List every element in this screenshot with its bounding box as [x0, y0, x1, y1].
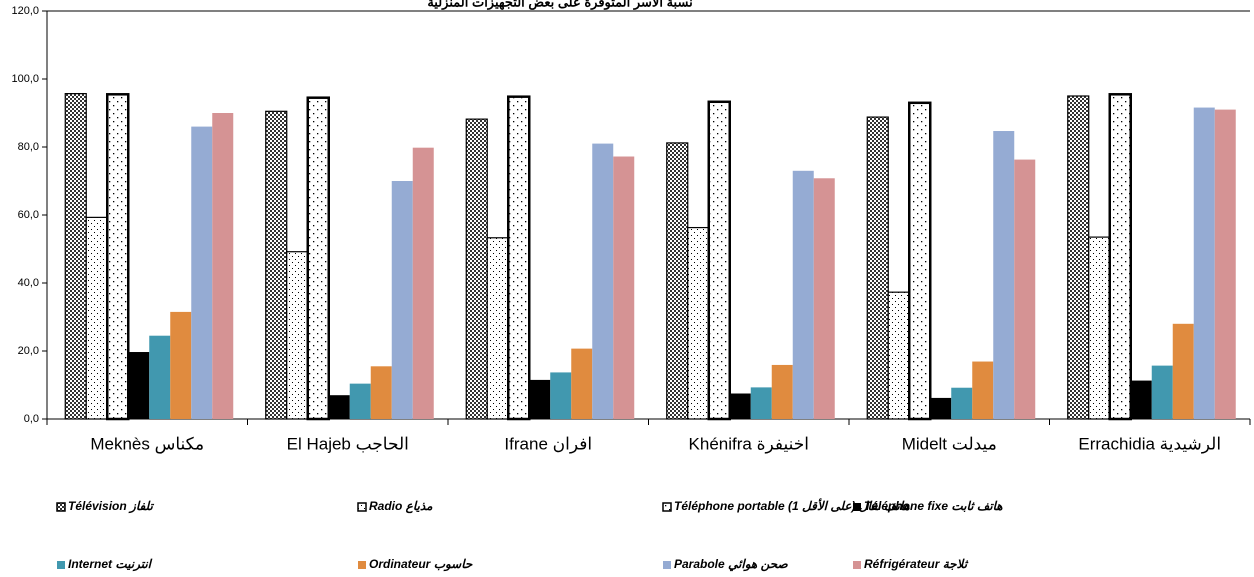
x-tick-label: Ifrane افران — [504, 434, 592, 454]
bar — [1151, 365, 1173, 419]
bar — [465, 118, 488, 420]
bar — [887, 291, 910, 420]
bar — [908, 101, 932, 421]
legend-swatch — [57, 561, 65, 569]
legend-swatch — [56, 502, 66, 512]
bar — [212, 113, 234, 419]
legend-label: Radio مذياع — [369, 499, 433, 514]
bar — [191, 126, 213, 419]
bar — [1067, 95, 1090, 420]
bar — [370, 366, 392, 419]
bar — [64, 93, 87, 420]
y-tick-label: 20,0 — [18, 345, 39, 357]
bar — [930, 397, 952, 419]
legend-swatch — [357, 502, 367, 512]
bar — [412, 147, 434, 419]
bar — [707, 100, 731, 421]
y-tick-label: 100,0 — [11, 73, 39, 85]
chart-title: نسبة الأسر المتوفرة على بعض التجهيزات ال… — [427, 0, 692, 10]
y-tick-label: 0,0 — [24, 413, 39, 425]
bar — [972, 361, 994, 419]
bar — [866, 116, 889, 420]
x-tick-label: Khénifra اخنيفرة — [689, 434, 809, 454]
legend-label: Réfrigérateur ثلاجة — [864, 557, 969, 571]
y-tick-label: 60,0 — [18, 209, 39, 221]
legend-swatch — [663, 561, 671, 569]
x-tick-label: Errachidia الرشيدية — [1078, 434, 1221, 454]
bar — [771, 364, 793, 419]
bar — [85, 216, 108, 420]
bar — [750, 387, 772, 419]
x-tick-label: El Hajeb الحاجب — [287, 434, 409, 453]
bar — [813, 178, 835, 419]
bar — [170, 311, 192, 419]
bar — [1108, 93, 1132, 421]
bar — [993, 131, 1015, 419]
bar — [1088, 236, 1111, 420]
bar — [1193, 107, 1215, 419]
bar — [613, 156, 635, 419]
bar — [1214, 109, 1236, 419]
legend-label: Parabole صحن هوائي — [674, 557, 788, 572]
bar — [1172, 323, 1194, 419]
legend-swatch — [853, 503, 861, 511]
bar — [128, 352, 150, 419]
bar — [687, 226, 710, 420]
bar — [507, 95, 531, 421]
x-tick-label: Midelt ميدلت — [902, 434, 997, 453]
bar — [328, 395, 350, 419]
bar — [106, 93, 130, 421]
bar — [1014, 159, 1036, 419]
x-tick-label: Meknès مكناس — [90, 434, 204, 454]
bar — [951, 387, 973, 419]
legend-label: Téléphone fixe هاتف ثابت — [864, 499, 1003, 513]
bar — [550, 372, 572, 419]
legend-label: Internet انترنيت — [68, 557, 153, 572]
bar — [265, 110, 288, 420]
bar — [286, 251, 309, 420]
bar — [349, 383, 371, 419]
bar — [1130, 380, 1152, 419]
legend-swatch — [358, 561, 366, 569]
bar — [729, 393, 751, 419]
bar — [529, 379, 551, 419]
legend-swatch — [662, 502, 672, 512]
bar — [486, 237, 509, 420]
y-tick-label: 80,0 — [18, 141, 39, 153]
y-tick-label: 40,0 — [18, 277, 39, 289]
bar — [391, 181, 413, 419]
bar — [792, 170, 814, 419]
bar — [666, 142, 689, 420]
y-tick-label: 120,0 — [11, 5, 39, 17]
legend-label: Ordinateur حاسوب — [369, 557, 473, 572]
legend-label: Téléphone portable (1 على الأقل) هاتف نق… — [674, 498, 910, 513]
legend-swatch — [853, 561, 861, 569]
legend-label: Télévision تلفاز — [68, 499, 155, 514]
bar — [592, 143, 614, 419]
bar — [306, 96, 330, 421]
bar — [571, 348, 593, 419]
bar — [149, 335, 171, 419]
